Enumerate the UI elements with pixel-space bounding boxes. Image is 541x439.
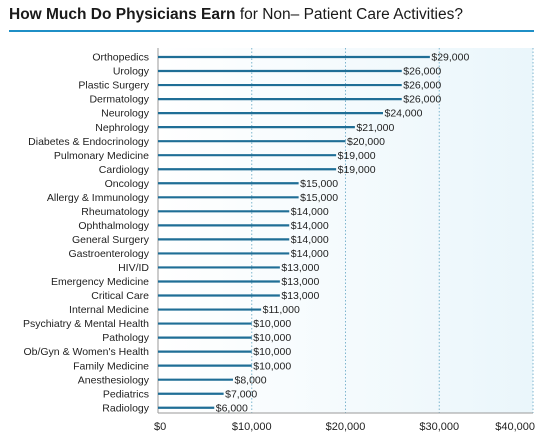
chart-title: How Much Do Physicians Earn for Non– Pat… [9,6,534,24]
value-label: $29,000 [431,52,469,64]
value-label: $13,000 [281,290,319,302]
value-label: $15,000 [300,192,338,204]
value-label: $14,000 [291,206,329,218]
category-label: Pediatrics [103,388,149,400]
value-label: $19,000 [338,164,376,176]
value-label: $14,000 [291,248,329,260]
value-label: $10,000 [253,332,291,344]
category-label: Rheumatology [81,206,149,218]
category-label: Orthopedics [92,52,149,64]
value-label: $8,000 [235,374,267,386]
value-label: $6,000 [216,402,248,414]
value-label: $10,000 [253,360,291,372]
title-divider [9,30,534,32]
value-label: $13,000 [281,262,319,274]
category-label: Pulmonary Medicine [54,150,149,162]
category-label: Ophthalmology [78,220,149,232]
category-label: Nephrology [95,122,149,134]
x-tick-label: $0 [154,421,166,433]
value-label: $7,000 [225,388,257,400]
value-label: $19,000 [338,150,376,162]
category-label: Neurology [101,108,150,120]
chart-title-bold: How Much Do Physicians Earn [9,6,236,23]
value-label: $21,000 [356,122,394,134]
category-label: Diabetes & Endocrinology [28,136,150,148]
value-label: $26,000 [403,94,441,106]
value-label: $11,000 [263,304,300,316]
value-label: $10,000 [253,318,291,330]
category-label: Urology [113,66,150,78]
category-label: Radiology [102,402,149,414]
x-tick-label: $40,000 [495,421,535,433]
category-label: Emergency Medicine [51,276,149,288]
category-label: Cardiology [99,164,150,176]
x-tick-label: $30,000 [419,421,459,433]
category-label: Gastroenterology [68,248,149,260]
value-label: $14,000 [291,234,329,246]
chart-title-rest: for Non– Patient Care Activities? [235,6,463,23]
category-label: Pathology [102,332,149,344]
x-tick-label: $10,000 [232,421,272,433]
value-label: $20,000 [347,136,385,148]
category-label: Allergy & Immunology [47,192,150,204]
value-label: $26,000 [403,80,441,92]
value-label: $10,000 [253,346,291,358]
x-tick-label: $20,000 [326,421,366,433]
category-label: Critical Care [91,290,149,302]
category-label: HIV/ID [118,262,149,274]
category-label: Plastic Surgery [78,80,149,92]
category-label: Psychiatry & Mental Health [23,318,149,330]
category-label: Oncology [105,178,150,190]
value-label: $14,000 [291,220,329,232]
value-label: $26,000 [403,66,441,78]
category-label: Ob/Gyn & Women's Health [23,346,149,358]
category-label: Dermatology [89,94,149,106]
value-label: $24,000 [385,108,423,120]
value-label: $13,000 [281,276,319,288]
category-label: General Surgery [72,234,150,246]
category-label: Anesthesiology [78,374,150,386]
category-label: Family Medicine [73,360,149,372]
category-label: Internal Medicine [69,304,149,316]
value-label: $15,000 [300,178,338,190]
